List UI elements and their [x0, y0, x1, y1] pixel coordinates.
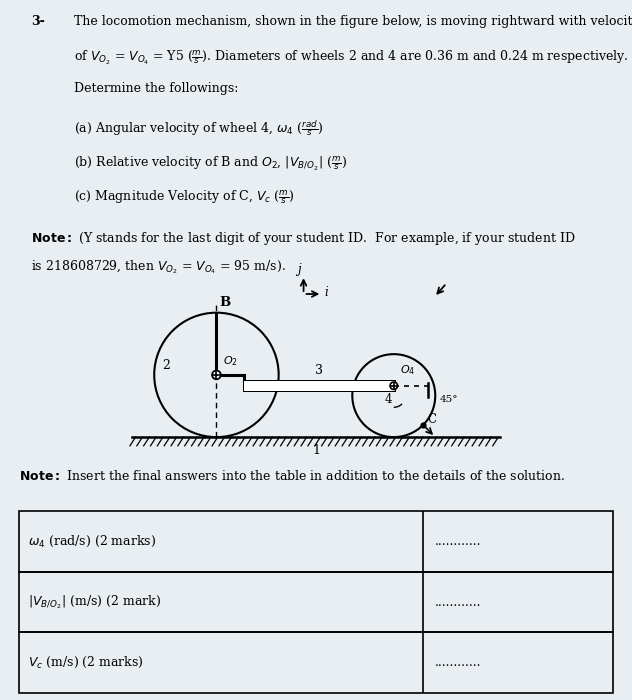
Text: $\bf{Note:}$ (Y stands for the last digit of your student ID.  For example, if y: $\bf{Note:}$ (Y stands for the last digi…: [31, 230, 575, 246]
Text: C: C: [427, 414, 437, 426]
Text: ............: ............: [435, 596, 482, 608]
Polygon shape: [244, 381, 396, 391]
Text: $|V_{B/O_2}|$ (m/s) (2 mark): $|V_{B/O_2}|$ (m/s) (2 mark): [28, 593, 161, 611]
Bar: [19, 511, 613, 572]
Text: 4: 4: [384, 393, 392, 406]
Text: (c) Magnitude Velocity of C, $V_c$ ($\frac{m}{s}$): (c) Magnitude Velocity of C, $V_c$ ($\fr…: [74, 188, 295, 206]
Text: $\bf{Note:}$ Insert the final answers into the table in addition to the details : $\bf{Note:}$ Insert the final answers in…: [19, 469, 565, 483]
Circle shape: [390, 382, 398, 389]
Text: 45°: 45°: [440, 395, 458, 404]
Bar: [19, 632, 613, 693]
Text: 1: 1: [312, 444, 320, 457]
Text: i: i: [325, 286, 329, 300]
Text: is 218608729, then $V_{O_2}$ = $V_{O_4}$ = 95 m/s).: is 218608729, then $V_{O_2}$ = $V_{O_4}$…: [31, 258, 286, 276]
Text: (b) Relative velocity of B and $O_2$, $|V_{B/O_2}|$ ($\frac{m}{s}$): (b) Relative velocity of B and $O_2$, $|…: [74, 155, 347, 173]
Text: $V_c$ (m/s) (2 marks): $V_c$ (m/s) (2 marks): [28, 655, 143, 671]
Text: 2: 2: [162, 358, 170, 372]
Text: ............: ............: [435, 535, 482, 548]
Text: $\omega_4$ (rad/s) (2 marks): $\omega_4$ (rad/s) (2 marks): [28, 533, 156, 549]
Text: The locomotion mechanism, shown in the figure below, is moving rightward with ve: The locomotion mechanism, shown in the f…: [74, 15, 632, 28]
Circle shape: [212, 370, 221, 379]
Text: of $V_{O_2}$ = $V_{O_4}$ = Y5 ($\frac{m}{s}$). Diameters of wheels 2 and 4 are 0: of $V_{O_2}$ = $V_{O_4}$ = Y5 ($\frac{m}…: [74, 48, 628, 66]
Text: ............: ............: [435, 656, 482, 669]
Text: 3-: 3-: [31, 15, 45, 28]
Text: B: B: [219, 295, 230, 309]
Text: Determine the followings:: Determine the followings:: [74, 82, 238, 95]
Text: (a) Angular velocity of wheel 4, $\omega_4$ ($\frac{rad}{s}$): (a) Angular velocity of wheel 4, $\omega…: [74, 118, 324, 138]
Bar: [19, 572, 613, 632]
Text: $O_4$: $O_4$: [400, 363, 415, 377]
Text: 3: 3: [315, 364, 323, 377]
Polygon shape: [243, 379, 396, 392]
Text: j: j: [297, 262, 301, 276]
Text: $O_2$: $O_2$: [223, 354, 238, 368]
